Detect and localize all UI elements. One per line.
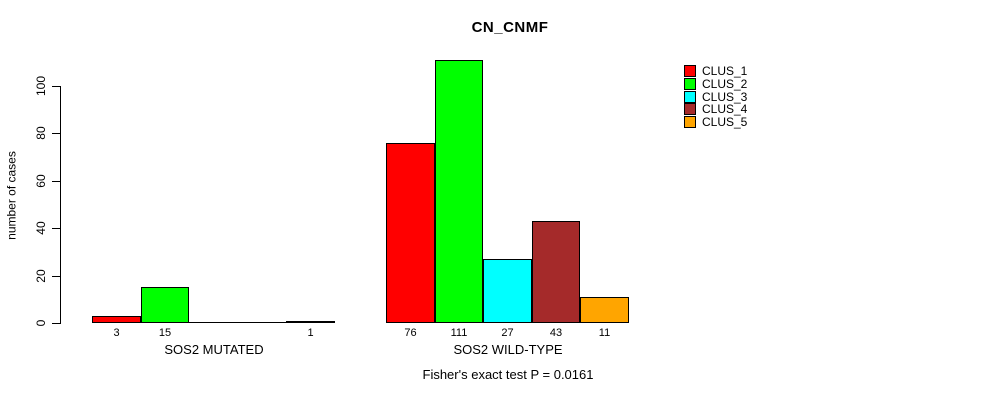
y-axis-line [60, 86, 61, 324]
y-tick-mark [52, 133, 60, 134]
bar-clus_5 [580, 297, 629, 323]
y-tick-label: 80 [34, 126, 48, 140]
legend-label: CLUS_4 [702, 102, 748, 116]
bar-value-label: 43 [549, 327, 563, 339]
bar-clus_1 [92, 316, 141, 323]
bar-clus_2 [435, 60, 483, 323]
y-tick-mark [52, 228, 60, 229]
legend-item: CLUS_1 [684, 65, 747, 77]
bar-clus_4 [532, 221, 580, 323]
bar-value-label: 76 [404, 327, 417, 339]
bar-clus_3 [189, 322, 238, 323]
legend-item: CLUS_2 [684, 78, 747, 90]
y-tick-label: 40 [34, 221, 48, 235]
legend-label: CLUS_3 [702, 90, 748, 104]
y-tick-label: 0 [34, 319, 48, 327]
y-tick-mark [52, 276, 60, 277]
y-axis-label: number of cases [4, 151, 19, 240]
legend-label: CLUS_5 [702, 115, 748, 129]
legend-item: CLUS_3 [684, 91, 747, 103]
bar-clus_2 [141, 287, 189, 323]
bar-clus_1 [386, 143, 435, 323]
legend-label: CLUS_2 [702, 77, 748, 91]
y-tick-label: 100 [34, 75, 48, 97]
group-label: SOS2 MUTATED [164, 342, 264, 357]
legend-swatch-clus_5 [684, 116, 696, 128]
bar-value-label: 11 [598, 327, 611, 339]
bar-value-label: 15 [158, 327, 172, 339]
y-tick-mark [52, 86, 60, 87]
legend-swatch-clus_1 [684, 65, 696, 77]
bar-clus_5 [286, 321, 335, 323]
y-tick-label: 60 [34, 174, 48, 188]
bar-value-label: 111 [450, 327, 468, 339]
bar-value-label: 27 [501, 327, 514, 339]
legend-swatch-clus_4 [684, 103, 696, 115]
bar-value-label: 1 [307, 327, 314, 339]
y-tick-label: 20 [34, 269, 48, 283]
bar-clus_4 [238, 322, 286, 323]
bar-value-label: 3 [113, 327, 120, 339]
legend-item: CLUS_5 [684, 116, 747, 128]
bar-clus_3 [483, 259, 532, 323]
legend-label: CLUS_1 [702, 64, 748, 78]
group-label: SOS2 WILD-TYPE [453, 342, 563, 357]
y-tick-mark [52, 323, 60, 324]
fisher-test-annotation: Fisher's exact test P = 0.0161 [422, 367, 594, 382]
y-tick-mark [52, 181, 60, 182]
chart-title: CN_CNMF [471, 19, 549, 36]
legend-item: CLUS_4 [684, 103, 747, 115]
legend-swatch-clus_2 [684, 78, 696, 90]
legend-swatch-clus_3 [684, 91, 696, 103]
